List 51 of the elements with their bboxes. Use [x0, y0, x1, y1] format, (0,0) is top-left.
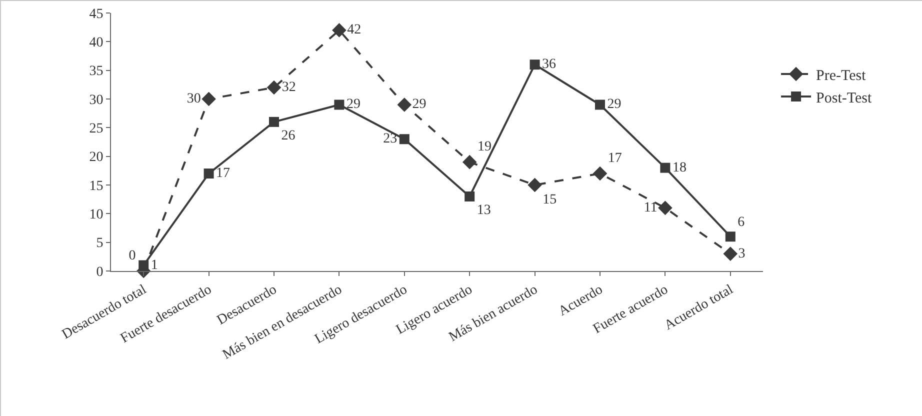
- legend-label: Pre-Test: [816, 68, 867, 84]
- data-label: 17: [608, 151, 622, 166]
- point: [397, 98, 412, 112]
- y-tick-label: 20: [89, 150, 104, 166]
- data-label: 6: [738, 214, 745, 230]
- point: [528, 178, 542, 192]
- point: [399, 134, 410, 144]
- point: [266, 80, 282, 95]
- y-tick-label: 5: [96, 236, 104, 252]
- data-label: 3: [738, 246, 746, 262]
- point: [462, 154, 477, 170]
- y-tick-label: 35: [89, 64, 104, 80]
- point: [138, 260, 149, 270]
- data-label: 29: [607, 97, 622, 112]
- point: [595, 100, 605, 110]
- data-label: 42: [347, 22, 362, 38]
- data-label: 15: [542, 192, 557, 208]
- point: [202, 92, 216, 106]
- data-label: 26: [281, 128, 296, 144]
- point: [660, 162, 670, 173]
- point: [204, 168, 214, 179]
- y-tick-label: 30: [89, 92, 104, 108]
- data-label: 11: [644, 200, 658, 216]
- data-label: 1: [150, 258, 158, 273]
- y-tick-label: 15: [89, 178, 104, 194]
- point: [725, 232, 736, 242]
- data-label: 32: [282, 80, 296, 96]
- y-tick-label: 10: [89, 208, 104, 223]
- y-tick-label: 25: [89, 122, 104, 137]
- point: [592, 166, 608, 181]
- point: [723, 246, 738, 261]
- y-tick-label: 40: [89, 36, 104, 51]
- point: [334, 100, 344, 110]
- y-tick-label: 0: [96, 264, 104, 280]
- data-label: 36: [542, 57, 556, 72]
- point: [464, 191, 475, 202]
- data-label: 0: [128, 248, 136, 264]
- data-label: 17: [216, 166, 230, 182]
- legend-label: Post-Test: [816, 90, 872, 106]
- point: [269, 116, 279, 127]
- y-tick-label: 45: [89, 6, 104, 22]
- data-label: 30: [186, 92, 201, 106]
- data-label: 23: [383, 132, 398, 147]
- data-label: 13: [476, 203, 491, 218]
- point: [530, 60, 540, 70]
- data-label: 29: [412, 97, 426, 112]
- data-label: 29: [346, 97, 360, 112]
- point: [332, 23, 346, 38]
- point: [658, 200, 672, 216]
- data-label: 19: [477, 140, 492, 155]
- data-label: 18: [672, 160, 686, 176]
